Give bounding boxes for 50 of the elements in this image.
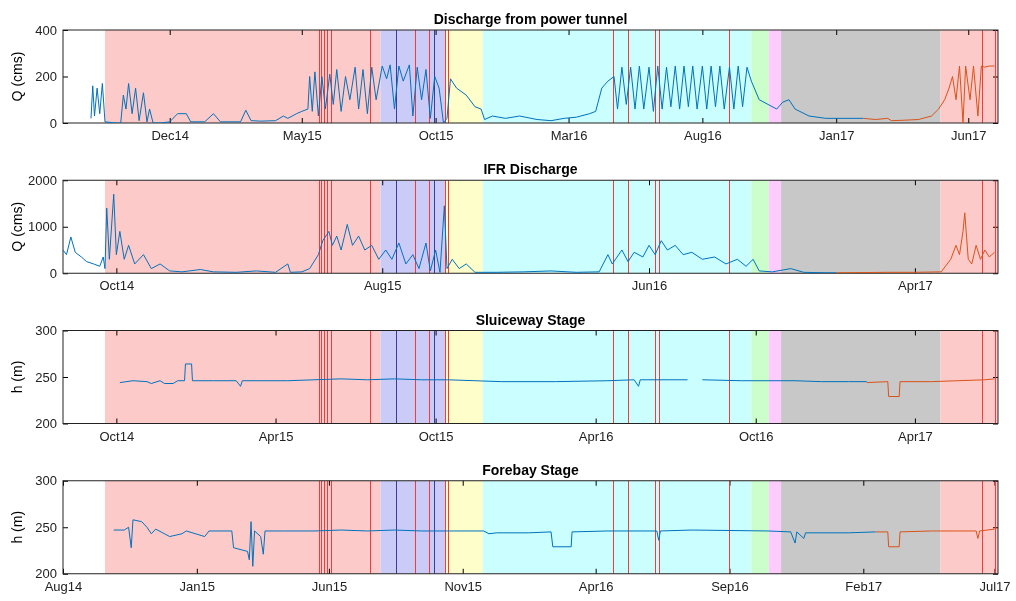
y-tick-label: 200 [35,69,57,85]
x-tick-label: Apr16 [578,428,614,444]
y-tick-label: 400 [35,22,57,38]
y-tick-label: 1000 [28,219,57,235]
y-tick-label: 250 [35,369,57,385]
y-tick-label: 300 [35,323,57,339]
x-tick-label: Apr16 [578,578,614,594]
x-tick-label: Aug15 [363,278,402,294]
x-tick-label: Oct15 [418,428,454,444]
line-series [862,65,995,123]
x-tick-label: Oct14 [99,428,135,444]
line-series [875,528,995,548]
x-tick-label: Aug16 [684,128,722,144]
chart-title: IFR Discharge [483,161,578,178]
x-tick-label: Mar16 [550,128,588,144]
x-tick-label: Apr17 [898,278,933,294]
y-axis-title: h (m) [9,510,25,544]
line-series [866,378,995,398]
x-tick-label: Apr15 [258,428,294,444]
x-tick-label: May15 [282,128,322,144]
x-tick-label: Nov15 [444,578,482,594]
x-tick-label: Jun15 [311,578,348,594]
y-axis-title: Q (cms) [9,201,25,252]
x-tick-label: Oct16 [738,428,774,444]
x-tick-label: Jun17 [951,128,987,144]
line-series [63,193,837,274]
y-tick-label: 0 [49,265,57,281]
x-tick-label: Dec14 [151,128,189,144]
y-axis-title: h (m) [9,360,25,394]
x-tick-label: Jan15 [179,578,216,594]
y-axis-title: Q (cms) [9,51,25,102]
x-tick-label: Oct15 [418,128,454,144]
y-tick-label: 0 [49,115,57,131]
x-tick-label: Feb17 [845,578,883,594]
x-tick-label: Apr17 [898,428,933,444]
line-series [113,519,877,567]
x-tick-label: Oct14 [99,278,135,294]
chart-title: Discharge from power tunnel [433,11,628,27]
y-tick-label: 200 [35,416,57,432]
chart-title: Sluiceway Stage [475,311,586,328]
line-series [835,212,995,274]
x-tick-label: Sep16 [711,578,749,594]
x-tick-label: Jul17 [979,578,1011,594]
y-tick-label: 2000 [28,172,57,188]
line-series [90,64,864,123]
x-tick-label: Jun16 [631,278,668,294]
x-tick-label: Jan17 [818,128,855,144]
y-tick-label: 250 [35,519,57,535]
chart-title: Forebay Stage [482,461,579,478]
y-tick-label: 300 [35,473,57,489]
